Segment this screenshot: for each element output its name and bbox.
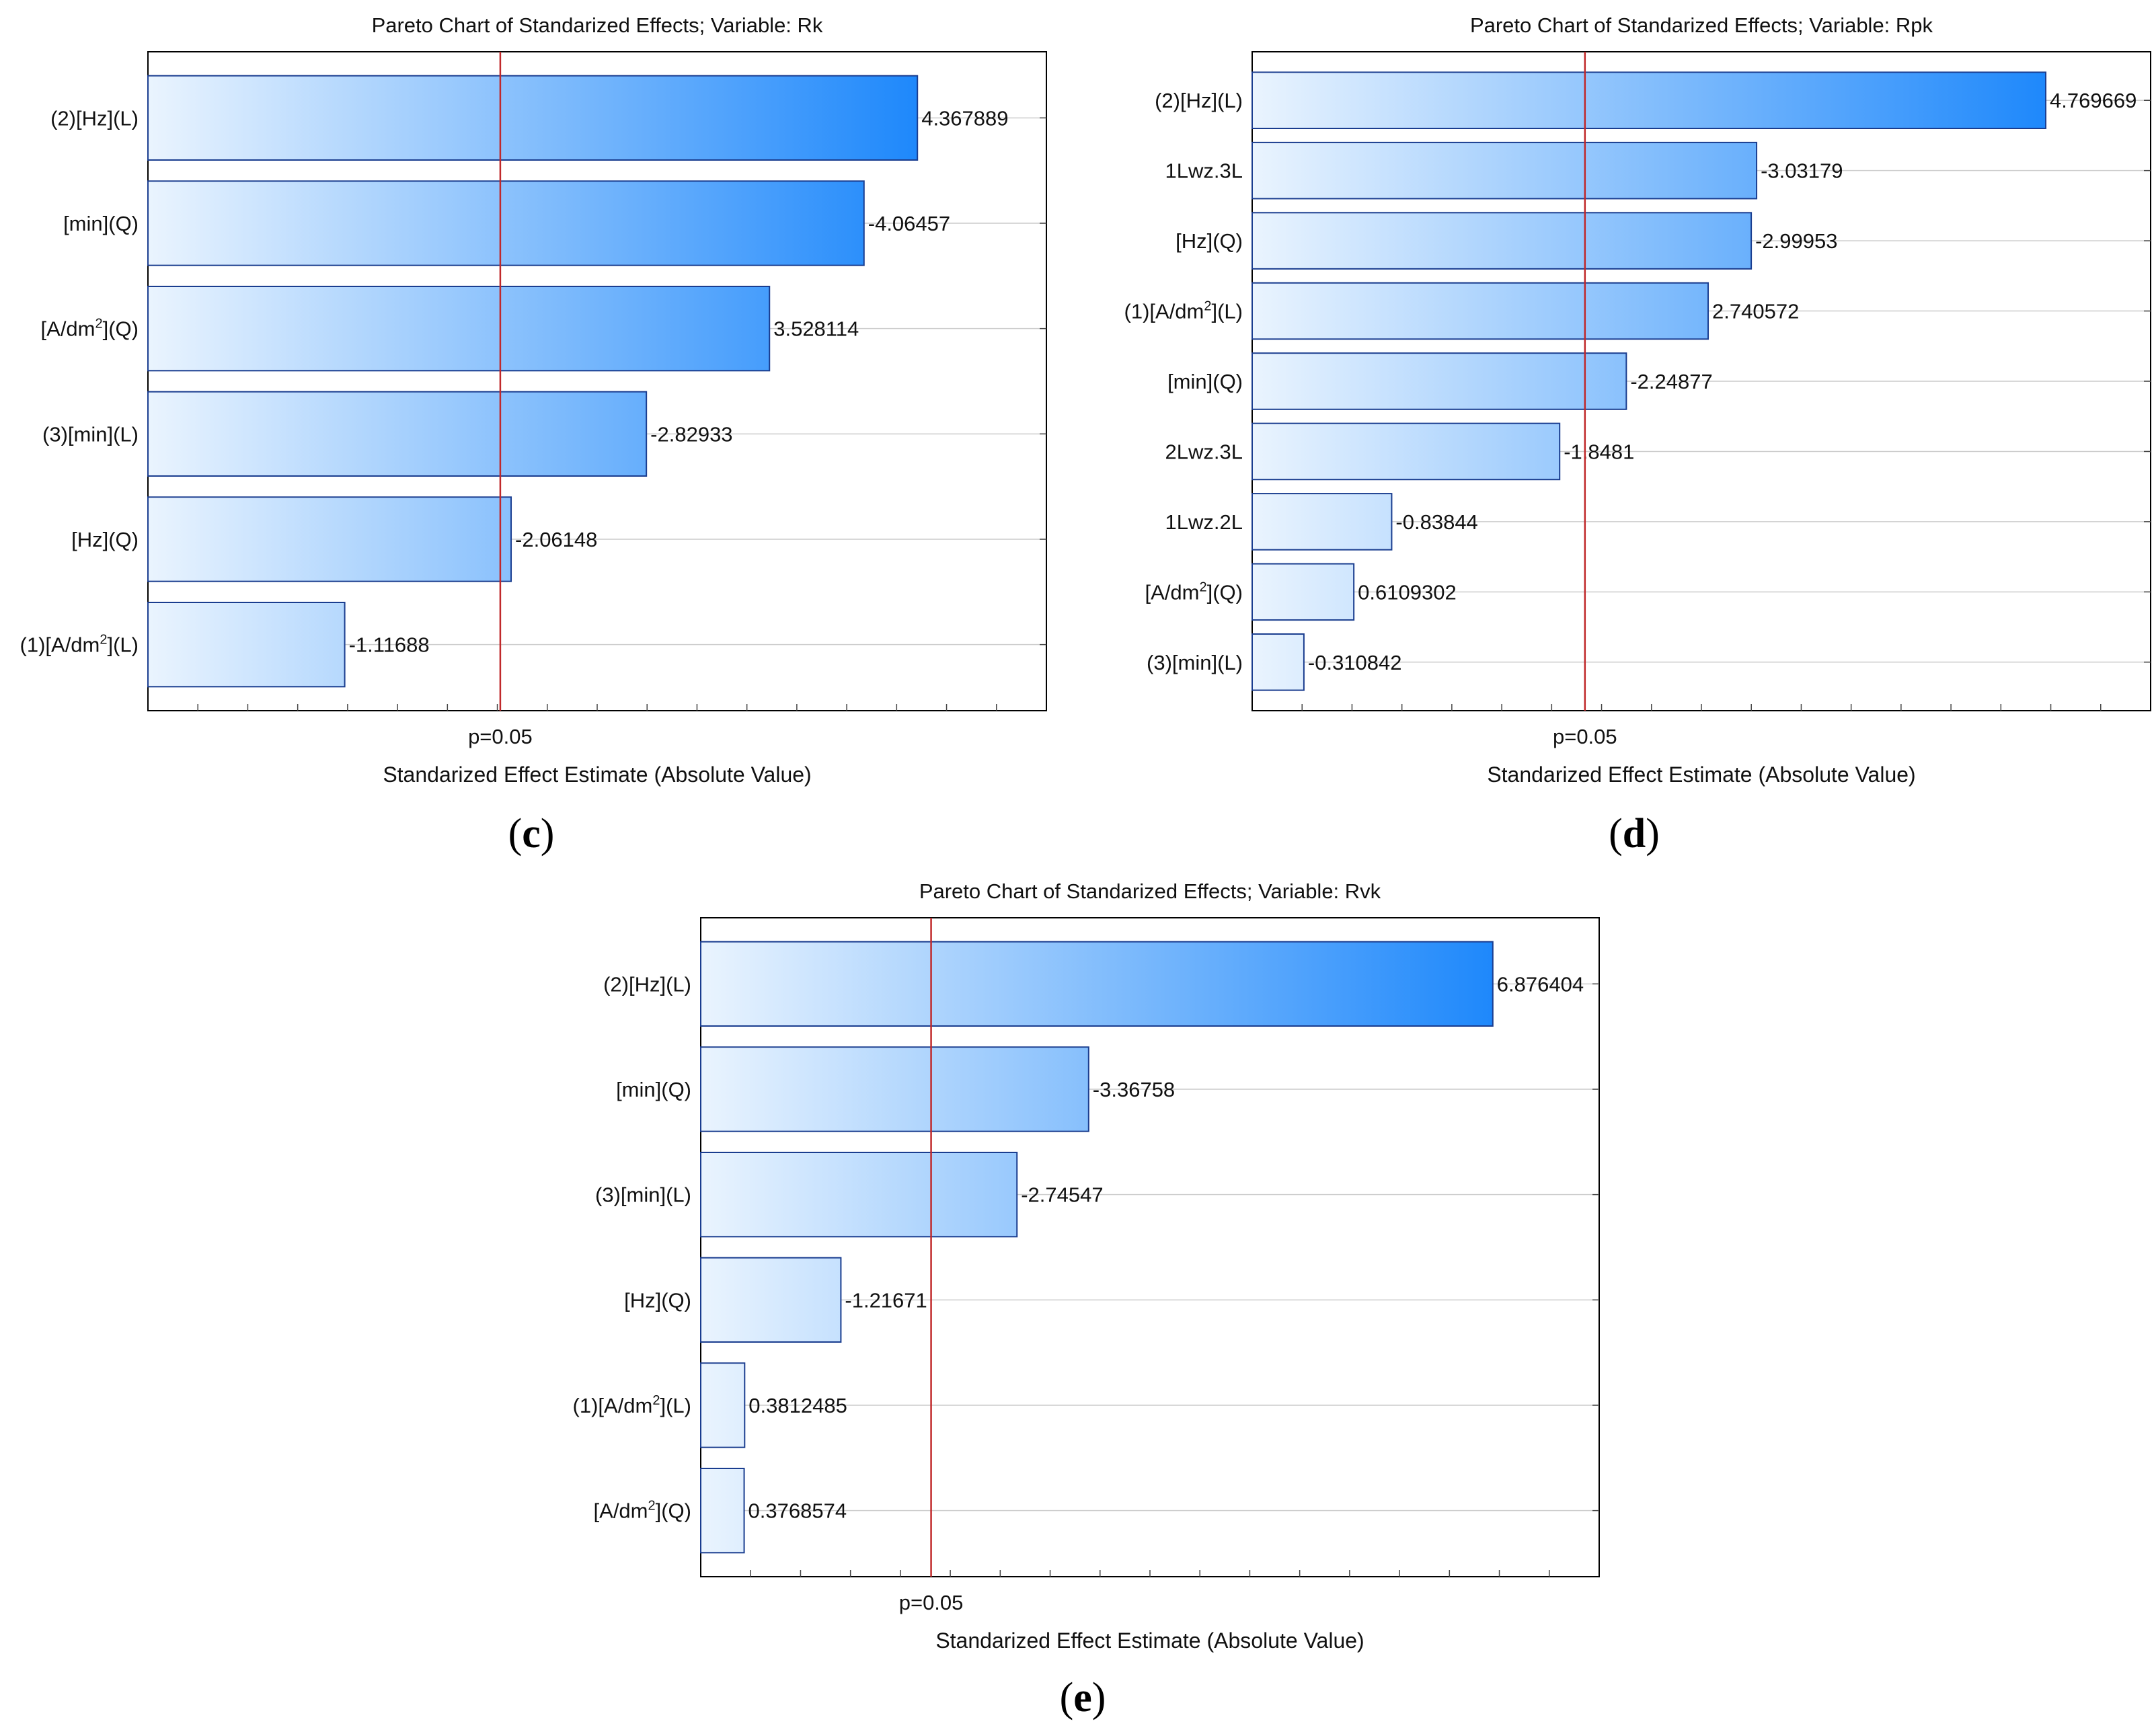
x-axis-label-d: Standarized Effect Estimate (Absolute Va… — [1487, 762, 1915, 787]
chart-title-c: Pareto Chart of Standarized Effects; Var… — [372, 13, 823, 37]
bar-c-5 — [147, 602, 346, 688]
bar-d-4 — [1252, 352, 1627, 410]
threshold-label-c: p=0.05 — [468, 725, 533, 748]
bar-c-1 — [147, 180, 865, 266]
category-label-e-0: (2)[Hz](L) — [603, 972, 691, 996]
value-label-e-2: -2.74547 — [1021, 1183, 1103, 1207]
bar-e-3 — [700, 1257, 842, 1343]
bar-e-2 — [700, 1152, 1018, 1238]
panel-label-e: (e) — [1059, 1675, 1106, 1721]
value-label-d-2: -2.99953 — [1755, 229, 1837, 253]
x-axis-label-e: Standarized Effect Estimate (Absolute Va… — [935, 1628, 1364, 1653]
bar-c-3 — [147, 391, 648, 477]
bar-d-0 — [1252, 71, 2047, 129]
value-label-d-6: -0.83844 — [1395, 510, 1477, 534]
value-label-c-3: -2.82933 — [650, 422, 732, 446]
value-label-d-3: 2.740572 — [1712, 300, 1799, 323]
value-label-d-8: -0.310842 — [1308, 651, 1402, 674]
category-label-d-5: 2Lwz.3L — [1165, 440, 1243, 463]
chart-e: Pareto Chart of Standarized Effects; Var… — [573, 879, 1600, 1653]
x-axis-label-c: Standarized Effect Estimate (Absolute Va… — [383, 762, 811, 787]
category-label-c-0: (2)[Hz](L) — [50, 106, 139, 130]
bar-e-0 — [700, 941, 1494, 1027]
category-label-d-8: (3)[min](L) — [1147, 651, 1243, 674]
value-label-c-0: 4.367889 — [921, 106, 1008, 130]
bar-c-0 — [147, 75, 919, 161]
threshold-label-d: p=0.05 — [1553, 725, 1617, 748]
category-label-c-5: (1)[A/dm2](L) — [20, 633, 139, 657]
plot-frame-e — [700, 917, 1600, 1577]
bar-d-5 — [1252, 422, 1561, 481]
value-label-c-5: -1.11688 — [349, 633, 430, 657]
category-label-c-1: [min](Q) — [63, 212, 139, 235]
category-label-d-6: 1Lwz.2L — [1165, 510, 1243, 534]
value-label-d-5: -1.8481 — [1564, 440, 1634, 463]
chart-title-e: Pareto Chart of Standarized Effects; Var… — [919, 879, 1381, 903]
bar-c-2 — [147, 286, 771, 372]
category-label-d-1: 1Lwz.3L — [1165, 159, 1243, 183]
chart-d: Pareto Chart of Standarized Effects; Var… — [1124, 13, 2151, 787]
panel-label-c: (c) — [508, 811, 555, 857]
chart-c: Pareto Chart of Standarized Effects; Var… — [20, 13, 1047, 787]
value-label-c-4: -2.06148 — [515, 528, 597, 551]
bar-e-4 — [700, 1362, 746, 1448]
category-label-d-2: [Hz](Q) — [1176, 229, 1243, 253]
bar-d-6 — [1252, 493, 1393, 551]
bar-c-4 — [147, 496, 512, 582]
category-label-d-0: (2)[Hz](L) — [1155, 89, 1243, 112]
value-label-c-1: -4.06457 — [868, 212, 950, 235]
category-label-d-4: [min](Q) — [1167, 370, 1243, 393]
value-label-e-5: 0.3768574 — [748, 1499, 847, 1523]
value-label-c-2: 3.528114 — [773, 317, 859, 341]
value-label-e-1: -3.36758 — [1093, 1078, 1175, 1101]
threshold-label-e: p=0.05 — [899, 1591, 964, 1614]
chart-title-d: Pareto Chart of Standarized Effects; Var… — [1470, 13, 1933, 37]
category-label-d-7: [A/dm2](Q) — [1145, 580, 1243, 604]
value-label-d-7: 0.6109302 — [1358, 580, 1457, 604]
category-label-e-3: [Hz](Q) — [624, 1288, 691, 1312]
panel-label-d: (d) — [1609, 811, 1660, 857]
bar-e-5 — [700, 1468, 745, 1554]
category-label-c-3: (3)[min](L) — [42, 422, 139, 446]
category-label-d-3: (1)[A/dm2](L) — [1124, 299, 1243, 323]
bar-d-8 — [1252, 633, 1305, 691]
category-label-c-4: [Hz](Q) — [71, 528, 139, 551]
category-label-e-4: (1)[A/dm2](L) — [573, 1393, 691, 1417]
value-label-d-1: -3.03179 — [1761, 159, 1843, 183]
category-label-e-5: [A/dm2](Q) — [594, 1499, 691, 1523]
value-label-e-0: 6.876404 — [1497, 972, 1584, 996]
value-label-e-3: -1.21671 — [845, 1288, 927, 1312]
value-label-d-4: -2.24877 — [1630, 370, 1712, 393]
category-label-c-2: [A/dm2](Q) — [41, 317, 139, 341]
bar-d-7 — [1252, 563, 1355, 621]
value-label-d-0: 4.769669 — [2050, 89, 2136, 112]
plot-frame-c — [147, 51, 1047, 711]
bar-d-3 — [1252, 282, 1709, 340]
bar-e-1 — [700, 1046, 1089, 1132]
bar-d-1 — [1252, 141, 1758, 200]
category-label-e-2: (3)[min](L) — [595, 1183, 691, 1207]
bar-d-2 — [1252, 212, 1753, 270]
value-label-e-4: 0.3812485 — [748, 1394, 847, 1417]
category-label-e-1: [min](Q) — [616, 1078, 691, 1101]
